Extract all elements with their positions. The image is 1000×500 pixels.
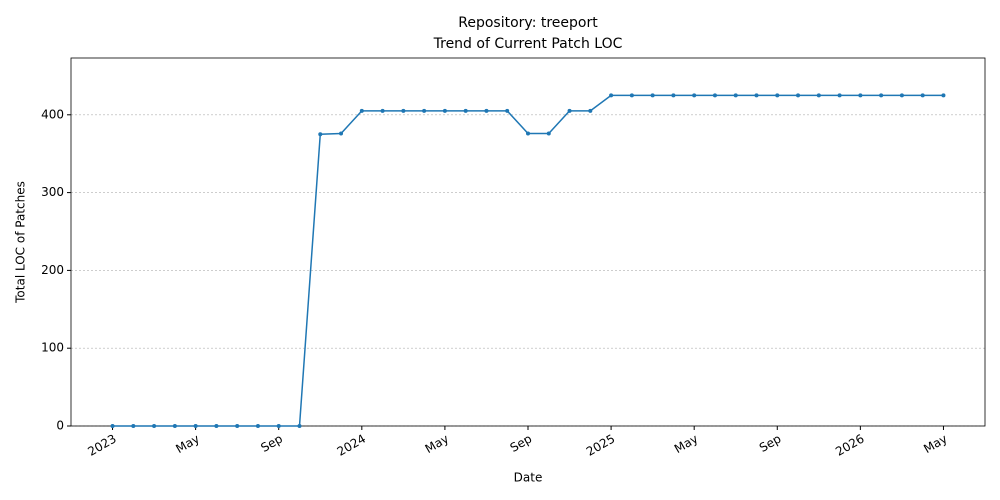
point <box>879 93 884 98</box>
point <box>463 108 468 113</box>
point <box>858 93 863 98</box>
chart-title: Repository: treeport <box>458 15 598 31</box>
point <box>235 424 240 428</box>
x-axis-label: Date <box>514 471 543 485</box>
y-tick-label: 400 <box>41 107 64 121</box>
point <box>588 108 593 113</box>
point <box>796 93 801 98</box>
x-tick-label: May <box>921 432 949 457</box>
point <box>110 424 115 428</box>
y-tick-label: 0 <box>56 419 64 433</box>
series-line <box>112 94 944 427</box>
point <box>941 93 946 98</box>
x-tick-label: 2023 <box>85 432 118 459</box>
x-tick-label: 2025 <box>584 432 617 459</box>
point <box>671 93 676 98</box>
point <box>442 108 447 113</box>
x-tick-label: May <box>173 432 201 457</box>
point <box>837 93 842 98</box>
chart-subtitle: Trend of Current Patch LOC <box>433 36 623 52</box>
y-tick-label: 300 <box>41 185 64 199</box>
point <box>733 93 738 98</box>
point <box>692 93 697 98</box>
point <box>131 424 136 428</box>
point <box>754 93 759 98</box>
point <box>380 108 385 113</box>
x-tick-label: 2024 <box>335 432 368 459</box>
point <box>712 93 717 98</box>
x-tick-label: Sep <box>757 432 784 455</box>
point <box>276 424 281 428</box>
x-tick-label: May <box>672 432 700 457</box>
y-tick-label: 200 <box>41 263 64 277</box>
point <box>297 424 302 428</box>
point <box>255 424 260 428</box>
point <box>193 424 198 428</box>
point <box>339 131 344 136</box>
point <box>214 424 219 428</box>
x-tick-label: Sep <box>508 432 535 455</box>
y-axis-label: Total LOC of Patches <box>14 181 28 304</box>
point <box>505 108 510 113</box>
point <box>816 93 821 98</box>
point <box>401 108 406 113</box>
x-tick-label: May <box>423 432 451 457</box>
point <box>546 131 551 136</box>
point <box>609 93 614 98</box>
y-tick-label: 100 <box>41 341 64 355</box>
point <box>422 108 427 113</box>
point <box>318 132 323 137</box>
point <box>775 93 780 98</box>
x-tick-label: Sep <box>258 432 285 455</box>
point <box>172 424 177 428</box>
point <box>484 108 489 113</box>
point <box>920 93 925 98</box>
plot-frame <box>70 57 986 427</box>
point <box>629 93 634 98</box>
point <box>526 131 530 136</box>
point <box>899 93 904 98</box>
point <box>152 424 157 428</box>
x-tick-label: 2026 <box>833 432 866 459</box>
point <box>650 93 655 98</box>
point <box>359 108 364 113</box>
point <box>567 108 572 113</box>
